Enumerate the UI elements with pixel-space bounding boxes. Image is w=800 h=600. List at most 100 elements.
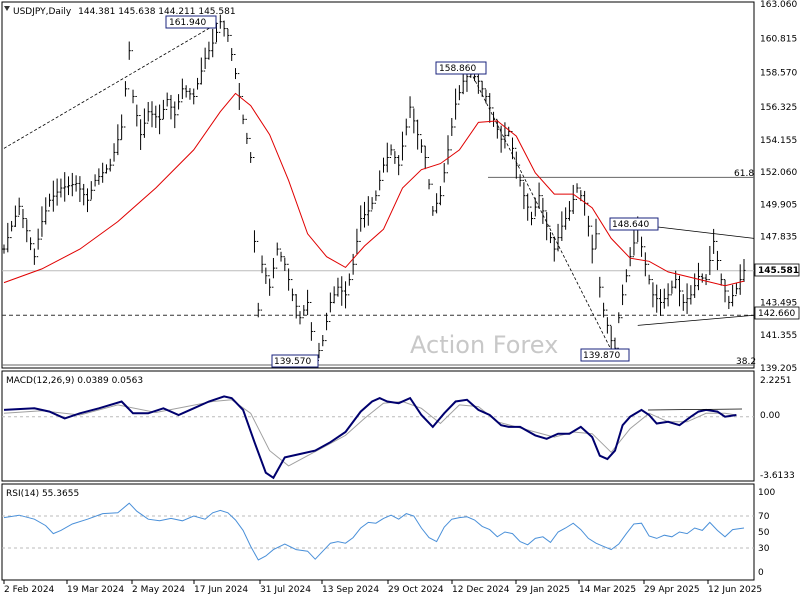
- price-bar: [302, 305, 306, 319]
- triangle-lower-line: [637, 314, 755, 326]
- price-bar: [347, 273, 351, 296]
- price-tick-label: 141.355: [760, 331, 797, 341]
- price-bar: [518, 164, 522, 187]
- price-bar: [245, 118, 249, 144]
- price-bar: [389, 144, 393, 159]
- price-bar: [351, 253, 355, 281]
- price-bar: [298, 305, 302, 325]
- price-bar: [279, 248, 283, 262]
- price-bar: [628, 247, 632, 277]
- price-bar: [431, 183, 435, 216]
- time-tick-label: 13 Sep 2024: [322, 585, 379, 595]
- price-bar: [283, 256, 287, 271]
- price-bar: [571, 184, 575, 214]
- time-tick-label: 29 Oct 2024: [388, 585, 444, 595]
- rsi-tick-label: 70: [758, 512, 770, 522]
- price-bar: [127, 41, 131, 90]
- rsi-axis: 100 70 50 30 0: [758, 488, 775, 578]
- price-tick-label: 163.060: [760, 0, 797, 10]
- collapse-triangle-icon[interactable]: [4, 6, 10, 11]
- price-bar: [165, 92, 169, 110]
- price-bar: [731, 284, 735, 307]
- price-bar: [120, 114, 124, 141]
- price-bar: [529, 206, 533, 226]
- price-bar: [203, 47, 207, 72]
- price-bar: [131, 50, 135, 104]
- rsi-line: [3, 502, 745, 561]
- price-bar: [363, 201, 367, 228]
- annotation-139870: 139.870: [583, 351, 620, 361]
- price-bar: [207, 41, 211, 60]
- price-bar: [704, 274, 708, 286]
- annotation-box-158860: [435, 61, 487, 75]
- price-bar: [340, 276, 344, 306]
- price-bar: [116, 124, 120, 156]
- annotation-139570: 139.570: [274, 357, 311, 367]
- price-bar: [287, 263, 291, 291]
- price-bar: [393, 149, 397, 164]
- price-bar: [602, 286, 606, 318]
- price-bar: [590, 225, 594, 264]
- price-bar: [17, 197, 21, 217]
- macd-title: MACD(12,26,9) 0.0389 0.0563: [6, 376, 143, 386]
- price-bar: [385, 142, 389, 173]
- annotation-148640: 148.640: [612, 220, 649, 230]
- price-bar: [48, 193, 52, 212]
- price-bar: [25, 218, 29, 243]
- time-tick-label: 31 Jul 2024: [260, 585, 311, 595]
- macd-tick-zero: 0.00: [760, 411, 780, 421]
- price-bar: [226, 28, 230, 42]
- price-bar: [260, 255, 264, 311]
- price-bar: [723, 279, 727, 303]
- time-tick-label: 29 Apr 2025: [644, 585, 700, 595]
- price-bar: [495, 118, 499, 139]
- price-bar: [249, 137, 253, 163]
- price-bar: [306, 289, 310, 316]
- price-bar: [154, 105, 158, 128]
- macd-trend-line: [647, 408, 743, 411]
- price-bar: [355, 228, 359, 265]
- price-bar: [685, 283, 689, 314]
- price-bar: [294, 294, 298, 319]
- fib-label-618: 61.8: [734, 169, 754, 179]
- time-tick-label: 2 May 2024: [132, 585, 185, 595]
- price-bar: [82, 183, 86, 206]
- time-tick-label: 19 Mar 2024: [67, 585, 124, 595]
- price-bar: [222, 20, 226, 37]
- price-bar: [545, 210, 549, 241]
- support-price-badge: [754, 306, 800, 320]
- price-bar: [32, 243, 36, 265]
- price-bar: [647, 263, 651, 285]
- price-bar: [112, 143, 116, 166]
- price-bar: [44, 197, 48, 225]
- price-bar: [74, 175, 78, 192]
- price-bar: [123, 81, 127, 128]
- rsi-tick-label: 0: [758, 568, 764, 578]
- price-tick-label: 139.205: [760, 364, 797, 374]
- price-bar: [651, 279, 655, 308]
- price-bar: [230, 34, 234, 61]
- rsi-title: RSI(14) 55.3655: [6, 489, 79, 499]
- price-bar: [252, 157, 256, 253]
- price-bar: [378, 170, 382, 197]
- price-tick-label: 156.325: [760, 103, 797, 113]
- price-bar: [522, 179, 526, 210]
- price-bar: [271, 257, 275, 288]
- price-bar: [533, 197, 537, 220]
- symbol-header: USDJPY,Daily 144.381 145.638 144.211 145…: [13, 7, 236, 17]
- time-tick-label: 29 Jan 2025: [516, 585, 570, 595]
- price-bar: [556, 223, 560, 252]
- symbol-label: USDJPY,Daily: [13, 7, 72, 17]
- price-bar: [366, 196, 370, 226]
- price-bar: [180, 78, 184, 103]
- price-bar: [450, 117, 454, 151]
- price-bar: [325, 312, 329, 342]
- support-price-label: 142.660: [758, 309, 795, 319]
- time-axis: 2 Feb 2024 19 Mar 2024 2 May 2024 17 Jun 20…: [3, 580, 762, 595]
- price-bar: [419, 134, 423, 153]
- price-tick-label: 147.835: [760, 232, 797, 242]
- price-bar: [666, 283, 670, 307]
- price-bar: [381, 157, 385, 181]
- price-bar: [40, 206, 44, 240]
- price-bar: [161, 99, 165, 120]
